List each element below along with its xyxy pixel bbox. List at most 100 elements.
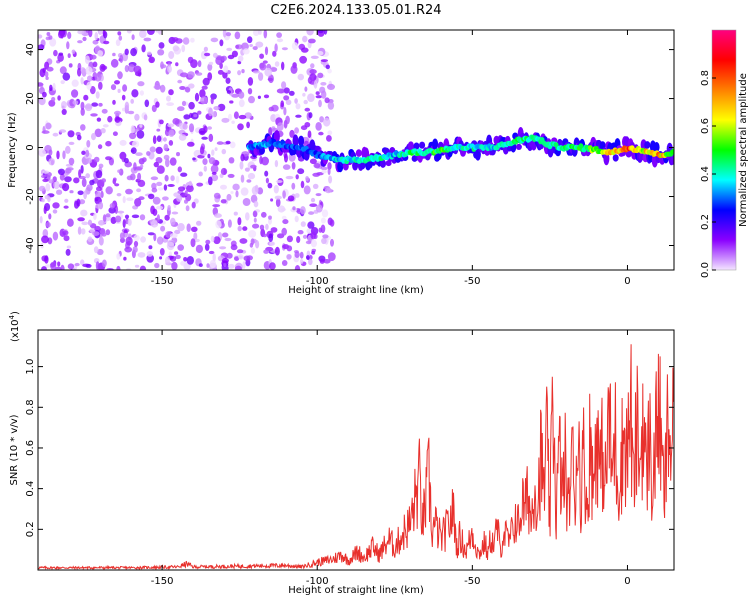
spectrogram-cell [130,173,136,181]
spectrogram-cell [234,256,240,261]
spectrogram-cell [156,165,165,174]
spectrogram-cell [124,65,130,73]
spectrogram-cell [323,259,331,264]
spectrogram-cell [240,153,245,162]
colorbar-ticks: 0.0 0.2 0.4 0.6 0.8 [700,70,716,278]
spectrogram-cell [276,38,284,43]
spectrogram-cell [286,235,293,243]
spectrogram-cell [285,115,290,125]
spectrogram-cell [165,256,170,265]
spectrogram-cell [136,188,142,193]
snr-y-ticks: 0.2 0.4 0.6 0.8 1.0 [25,359,674,537]
spectrogram-cell [432,138,439,150]
spectrogram-cell [180,172,188,177]
spectrogram-y-axis-label: Frequency (Hz) [7,112,18,188]
spectrogram-cell [238,114,247,120]
spectrogram-cell [63,235,70,242]
spectrogram-cell [170,232,178,239]
spectrogram-cell [131,34,135,41]
spectrogram-cell [156,181,163,187]
spectrogram-cell [87,236,93,242]
spectrogram-cell [208,133,214,142]
spectrogram-cell [253,217,257,223]
spectrogram-cell [41,198,45,203]
spectrogram-cell [258,30,262,35]
spectrogram-cell [327,162,332,170]
spectrogram-cell [115,215,122,223]
spectrogram-cell [264,46,269,56]
spectrogram-cell [116,253,121,260]
spectrogram-cell [209,259,217,269]
spectrogram-cell [155,157,163,164]
spectrogram-cell [308,112,313,119]
spectrogram-cell [184,199,188,204]
spectrogram-cell [117,169,121,173]
spectrogram-cell [137,252,146,258]
spectrogram-cell [152,135,157,145]
spectrogram-cell [212,204,221,208]
spectrogram-cell [208,157,216,165]
spectrogram-cell [193,232,198,241]
spectrogram-cell [72,100,79,105]
spectrogram-cell [259,156,263,165]
spectrogram-cell [299,259,304,264]
spectrogram-cell [80,101,85,111]
spectrogram-cell [201,85,208,90]
spectrogram-cell [234,265,242,270]
spectrogram-cell [144,99,150,108]
spectrogram-cell [44,255,49,264]
spectrogram-cell [226,47,233,52]
spectrogram-cell [93,246,99,254]
spectrogram-cell [133,240,139,247]
spectrogram-cell [315,193,322,197]
colorbar-tick-label: 0.2 [700,214,711,230]
spectrogram-cell [276,88,285,94]
spectrogram-cell [94,31,99,41]
spectrogram-cell [281,227,288,236]
spectrogram-cell [98,102,103,107]
spectrogram-cell [306,228,312,235]
spectrogram-cell [146,151,151,156]
spectrogram-cell [292,206,296,211]
spectrogram-cell [81,178,87,188]
spectrogram-cell [48,35,53,40]
spectrogram-cell [137,172,142,181]
spectrogram-cell [289,129,295,138]
spectrogram-cell [305,176,309,182]
spectrogram-cell [310,63,315,69]
spectrogram-cell [77,226,82,235]
colorbar-gradient [712,30,736,270]
spectrogram-cell [184,86,191,93]
spectrogram-cell [42,229,49,238]
spectrogram-cell [156,128,161,132]
spectrogram-cell [98,81,103,90]
spectrogram-cell [174,251,179,255]
spectrogram-cell [220,184,227,190]
spectrogram-cell [171,37,179,42]
spectrogram-panel: -150 -100 -50 0 -40 -20 0 20 40 Height of strai… [7,29,675,296]
spectrogram-cell [109,203,115,209]
spectrogram-cell [197,110,202,115]
spectrogram-cell [187,141,195,147]
spectrogram-cell [242,48,250,55]
spectrogram-cell [244,112,252,119]
spectrogram-cell [88,30,93,38]
spectrogram-cell [168,140,174,146]
spectrogram-cell [100,128,106,134]
spectrogram-y-ticks: -40 -20 0 20 40 [25,43,674,254]
colorbar-frame [711,29,737,271]
spectrogram-cell [91,133,96,141]
spectrogram-cell [274,43,278,53]
spectrogram-cell [77,217,85,222]
spectrogram-cell [203,46,208,52]
spectrogram-cell [178,134,187,141]
spectrogram-cell [133,65,142,74]
spectrogram-cell [155,30,161,33]
spectrogram-cell [61,101,67,109]
spectrogram-cell [228,113,232,121]
spectrogram-cell [147,30,155,35]
spectrogram-cell [93,156,100,163]
spectrogram-cell [62,150,66,160]
spectrogram-cell [233,211,238,216]
spectrogram-cell [139,90,144,96]
